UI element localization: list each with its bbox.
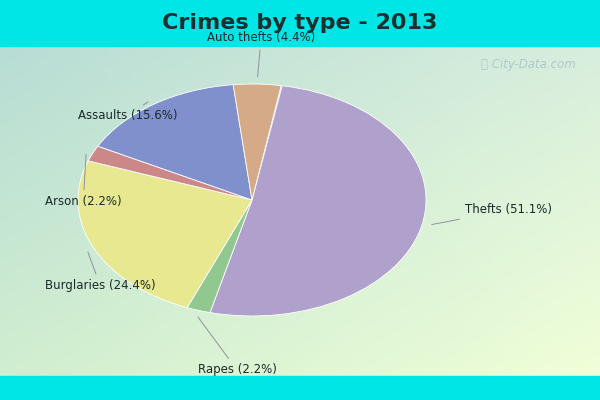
Text: Crimes by type - 2013: Crimes by type - 2013 [163, 13, 437, 33]
Wedge shape [233, 84, 281, 200]
Text: Auto thefts (4.4%): Auto thefts (4.4%) [207, 32, 315, 77]
Text: Thefts (51.1%): Thefts (51.1%) [432, 204, 552, 224]
Wedge shape [78, 161, 252, 308]
Wedge shape [98, 85, 252, 200]
Bar [0, 376, 600, 400]
Wedge shape [187, 200, 252, 312]
Text: Burglaries (24.4%): Burglaries (24.4%) [45, 252, 155, 292]
Wedge shape [210, 86, 426, 316]
Text: ⓘ City-Data.com: ⓘ City-Data.com [481, 58, 576, 71]
Text: Rapes (2.2%): Rapes (2.2%) [197, 317, 277, 376]
Wedge shape [88, 146, 252, 200]
Text: Assaults (15.6%): Assaults (15.6%) [78, 102, 178, 122]
Text: Arson (2.2%): Arson (2.2%) [45, 154, 122, 208]
Bar [0, 0, 600, 46]
